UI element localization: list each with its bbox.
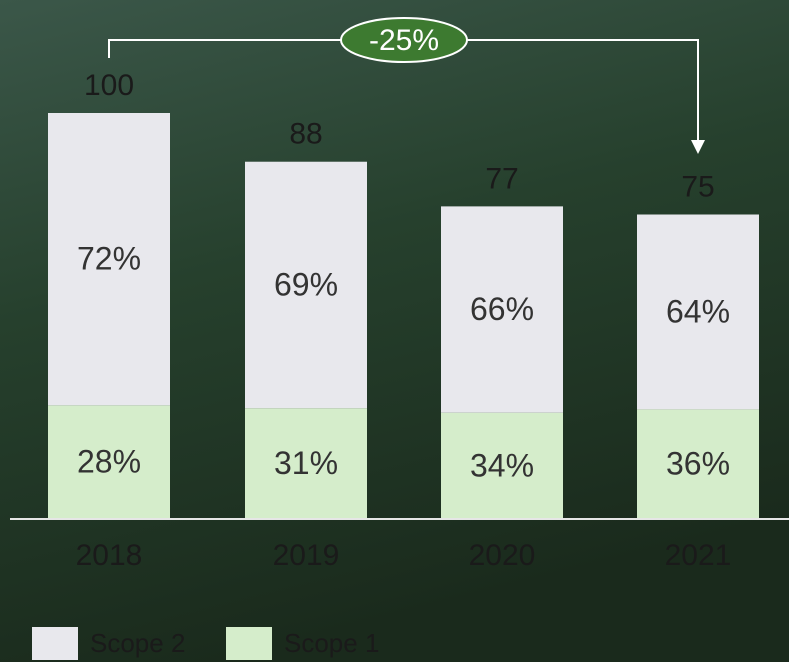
total-label: 77 bbox=[485, 162, 518, 195]
legend-label: Scope 1 bbox=[284, 628, 379, 658]
legend-swatch bbox=[226, 627, 272, 660]
change-label: -25% bbox=[369, 24, 439, 57]
bar-segment bbox=[637, 214, 759, 410]
total-label: 100 bbox=[84, 69, 134, 102]
segment-label: 64% bbox=[666, 293, 730, 329]
x-tick-label: 2020 bbox=[469, 539, 536, 572]
segment-label: 72% bbox=[77, 241, 141, 277]
bar-segment bbox=[245, 161, 367, 409]
bar-segment bbox=[245, 408, 367, 519]
segment-label: 34% bbox=[470, 447, 534, 483]
legend: Scope 2 Scope 1 bbox=[32, 627, 379, 660]
plot: 28% 72% 100 2018 31% 69% 88 2019 34% 66% 77 2020 36%… bbox=[48, 69, 759, 572]
total-label: 88 bbox=[289, 118, 322, 151]
bar-segment bbox=[48, 405, 170, 519]
segment-label: 31% bbox=[274, 445, 338, 481]
segment-label: 36% bbox=[666, 446, 730, 482]
bar-segment bbox=[441, 206, 563, 413]
x-tick-label: 2018 bbox=[76, 539, 143, 572]
bar-segment bbox=[48, 113, 170, 406]
x-tick-label: 2019 bbox=[273, 539, 340, 572]
segment-label: 69% bbox=[274, 266, 338, 302]
legend-label: Scope 2 bbox=[90, 628, 185, 658]
bar-segment bbox=[441, 412, 563, 519]
segment-label: 28% bbox=[77, 444, 141, 480]
arrow-head bbox=[691, 140, 705, 154]
x-tick-label: 2021 bbox=[665, 539, 732, 572]
bar-segment bbox=[637, 409, 759, 519]
total-label: 75 bbox=[681, 170, 714, 203]
segment-label: 66% bbox=[470, 291, 534, 327]
legend-swatch bbox=[32, 627, 78, 660]
change-badge bbox=[340, 17, 468, 63]
